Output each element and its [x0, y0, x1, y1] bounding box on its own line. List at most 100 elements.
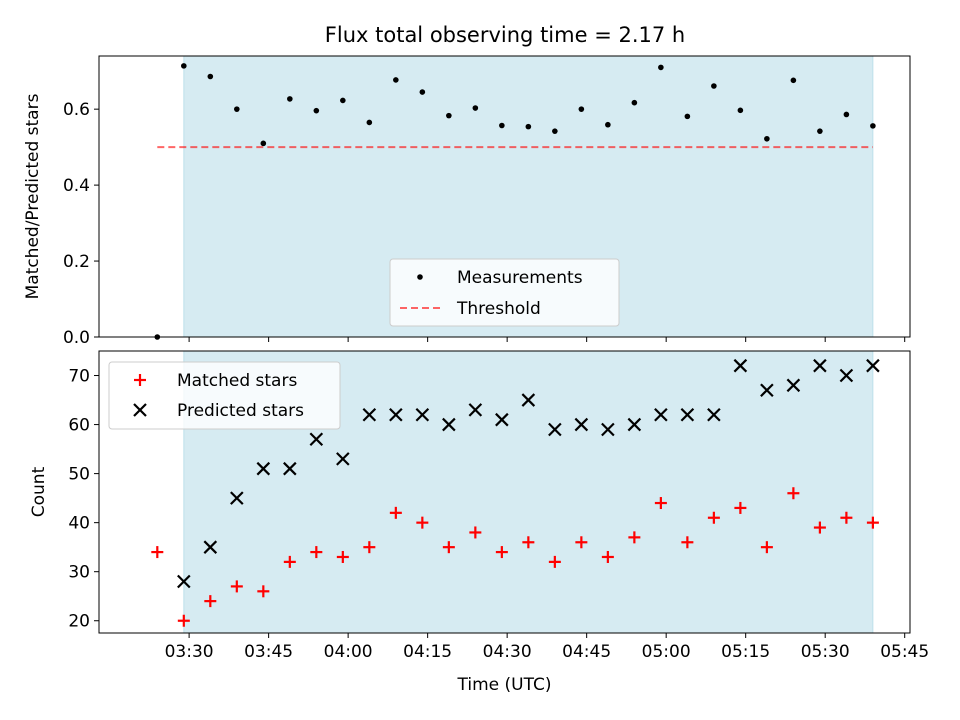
matched-star-point: [389, 506, 402, 519]
time-x-tick-label: 04:45: [562, 642, 611, 662]
legend-plus-glyph: [134, 374, 146, 386]
count-panel: 20 30 40 50 60 70 03:30 03:45 04:00 04:15 04:30 04…: [29, 350, 929, 695]
ratio-y-tick-label: 0.2: [63, 252, 90, 272]
ratio-y-tick-label: 0.4: [63, 176, 90, 196]
measurement-point: [393, 77, 399, 83]
matched-star-point: [734, 501, 747, 514]
matched-star-point: [469, 526, 482, 539]
legend-predicted-marker: [133, 403, 147, 417]
measurement-point: [472, 105, 479, 111]
matched-star-point: [601, 550, 614, 563]
matched-star-point: [310, 546, 323, 559]
ratio-y-ticks: 0.0 0.2 0.4 0.6: [63, 100, 99, 348]
matched-star-point: [813, 521, 826, 534]
measurement-point: [207, 73, 214, 80]
ratio-legend: Measurements Threshold: [389, 258, 620, 327]
time-x-tick-label: 03:45: [244, 642, 293, 662]
measurement-point: [684, 113, 691, 120]
matched-star-point: [760, 541, 773, 554]
measurement-point: [790, 77, 797, 84]
legend-predicted-label: Predicted stars: [177, 401, 304, 421]
matched-star-point: [522, 536, 535, 549]
time-x-tick-label: 05:00: [642, 642, 691, 662]
count-y-tick-label: 30: [68, 563, 90, 583]
measurement-point: [764, 135, 770, 142]
measurement-point: [234, 106, 240, 112]
count-panel-frame: [98, 350, 911, 634]
time-x-tick-label: 03:30: [165, 642, 214, 662]
predicted-star-point: [389, 407, 403, 422]
matched-star-point: [177, 614, 190, 627]
matched-star-points: [151, 487, 879, 627]
count-y-ticks: 20 30 40 50 60 70: [68, 367, 99, 632]
legend-threshold-label: Threshold: [456, 299, 541, 319]
time-x-tick-label: 05:30: [801, 642, 850, 662]
legend-matched-label: Matched stars: [177, 371, 297, 391]
predicted-star-point: [468, 403, 483, 417]
ratio-y-tick-label: 0.0: [63, 328, 90, 348]
predicted-star-points: [177, 358, 880, 589]
measurement-point: [843, 111, 850, 118]
matched-star-point: [681, 536, 694, 549]
count-y-tick-label: 40: [68, 514, 90, 534]
matched-star-point: [495, 546, 508, 559]
predicted-star-point: [813, 358, 827, 373]
measurement-point: [658, 64, 664, 71]
measurement-points: [154, 63, 876, 340]
predicted-star-point: [574, 417, 589, 432]
time-x-tick-label: 05:15: [721, 642, 770, 662]
matched-star-point: [575, 536, 588, 549]
ratio-x-ticks: [188, 337, 906, 342]
predicted-star-point: [866, 358, 880, 373]
legend-measurement-marker: [417, 274, 423, 280]
matched-star-point: [840, 511, 853, 524]
measurement-point: [260, 140, 267, 147]
measurement-point: [870, 123, 876, 129]
time-x-tick-label: 05:45: [880, 642, 929, 662]
count-y-tick-label: 70: [68, 367, 90, 387]
measurement-point: [313, 107, 320, 114]
predicted-star-point: [203, 540, 218, 554]
measurement-point: [737, 107, 744, 114]
time-x-tick-label: 04:15: [403, 642, 452, 662]
matched-star-point: [257, 585, 270, 598]
matched-star-point: [787, 487, 800, 500]
legend-measurements-label: Measurements: [457, 268, 583, 288]
matched-star-point: [283, 555, 296, 568]
count-y-tick-label: 50: [68, 465, 90, 485]
ratio-panel-frame: [98, 55, 911, 338]
measurement-point: [419, 89, 426, 95]
count-legend-box: [108, 361, 341, 430]
matched-star-point: [363, 541, 376, 554]
predicted-star-point: [521, 393, 536, 407]
matched-star-point: [628, 531, 641, 544]
measurement-point: [552, 128, 558, 134]
measurement-point: [366, 119, 373, 126]
matched-star-point: [548, 555, 561, 568]
predicted-star-point: [680, 407, 695, 422]
matched-star-point: [866, 516, 879, 529]
predicted-star-point: [760, 383, 774, 398]
legend-x-glyph: [133, 403, 147, 417]
time-x-tick-label: 04:30: [483, 642, 532, 662]
matched-star-point: [204, 595, 217, 608]
count-y-tick-label: 20: [68, 612, 90, 632]
predicted-star-point: [309, 432, 324, 447]
matched-star-point: [416, 516, 429, 529]
count-legend: Matched stars Predicted stars: [108, 361, 341, 430]
predicted-star-point: [707, 407, 721, 422]
matched-star-point: [151, 546, 164, 559]
ratio-legend-box: [389, 258, 620, 327]
measurement-point: [711, 83, 717, 89]
predicted-star-point: [786, 378, 801, 393]
predicted-star-point: [230, 491, 244, 505]
predicted-star-point: [362, 407, 377, 422]
predicted-star-point: [654, 407, 668, 422]
predicted-star-point: [256, 461, 271, 476]
time-x-axis-label: Time (UTC): [457, 675, 552, 695]
ratio-panel: 0.0 0.2 0.4 0.6 Matched/Predicted stars Mea…: [23, 55, 911, 348]
matched-star-point: [442, 541, 455, 554]
measurement-point: [340, 97, 346, 104]
measurement-point: [525, 123, 532, 130]
